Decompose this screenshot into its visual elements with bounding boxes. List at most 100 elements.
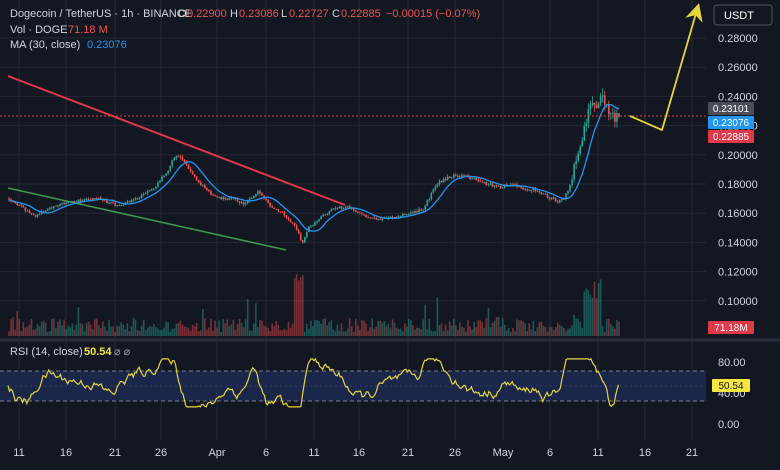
volume-bar [51,318,53,336]
volume-bar [259,319,261,336]
candle-body [546,194,549,199]
candle-body [567,190,569,194]
volume-bar [67,325,69,336]
svg-text:Vol · DOGE: Vol · DOGE [10,24,67,36]
time-tick-label: 16 [353,447,365,459]
candle-body [183,160,186,163]
candle-body [428,199,431,201]
candle-body [436,184,439,187]
candle-body [616,113,618,122]
volume-bar [55,328,57,336]
price-scale[interactable]: 0.280000.260000.240000.220000.200000.180… [718,33,758,308]
candle-body [108,203,110,204]
time-axis[interactable]: 11 16 21 26 Apr 6 11 16 21 26 May 6 11 16 21 [13,447,698,459]
svg-text:0.22900: 0.22900 [187,8,227,20]
volume-bar [81,324,84,336]
volume-bar [499,327,502,336]
projection-arrow[interactable] [629,3,703,132]
candle-body [432,189,435,193]
volume-bar [171,328,174,336]
volume-bar [408,318,410,336]
volume-bar [518,320,520,336]
volume-bar [567,328,569,336]
candle-body [257,191,259,195]
volume-bar [197,331,200,336]
downtrend-line[interactable] [7,75,346,206]
candle-body [583,125,586,141]
ohlc-values: O 0.22900 H 0.23086 L 0.22727 C 0.22885 … [178,8,480,20]
candle-body [204,184,206,189]
volume-bar [157,328,159,336]
candle-body [285,215,288,218]
volume-badge: 71.18M [708,321,754,334]
volume-bar [485,318,488,336]
candle-body [236,199,239,202]
volume-bar [328,321,331,336]
volume-bar [381,322,384,336]
time-tick-label: 6 [547,447,553,459]
candle-body [569,185,571,191]
candle-body [24,207,27,211]
volume-bar [452,318,455,336]
candle-body [314,222,316,226]
candle-body [481,181,484,183]
volume-bar [20,331,23,336]
candle-body [610,113,612,115]
candle-body [34,215,37,217]
candle-body [140,194,143,198]
volume-bar [397,329,400,336]
candle-body [179,156,182,158]
candle-body [197,180,200,183]
candle-body [348,206,351,208]
volume-bar [324,318,327,336]
volume-bar [491,322,494,336]
candle-body [520,186,522,188]
volume-bar [493,320,496,336]
candle-body [410,212,412,214]
svg-text:L: L [281,8,287,20]
volume-bar [548,326,551,336]
candle-body [265,198,267,200]
candle-body [253,195,255,199]
volume-bar [326,325,329,336]
support-trend-line[interactable] [7,187,287,251]
candle-body [38,214,41,215]
volume-bar [442,331,445,336]
volume-bar [544,326,547,336]
volume-bar [320,323,322,336]
volume-bar [552,329,555,336]
volume-bar [330,320,333,336]
volume-bar [591,297,594,336]
candle-body [16,203,18,206]
candle-body [28,210,31,214]
volume-bar [577,318,579,336]
candle-body [448,176,451,179]
candle-body [299,233,302,241]
volume-bar [618,321,620,336]
volume-bar [183,326,186,336]
volume-bar [140,325,143,336]
volume-bar [310,320,312,336]
volume-bar [428,318,431,336]
volume-bar [136,330,139,336]
candle-body [59,203,61,207]
rsi-value-badge: 50.54 [712,379,750,392]
candle-body [395,217,398,218]
candle-body [246,201,249,204]
volume-bar [450,325,453,336]
ma-legend: MA (30, close) 0.23076 [10,39,127,51]
volume-bar [91,329,94,336]
candle-body [295,225,298,231]
volume-bar [365,323,367,336]
candle-body [426,200,429,206]
candle-body [591,102,594,105]
price-tick-label: 0.16000 [718,208,758,220]
volume-bar [414,329,416,336]
currency-button[interactable]: USDT [713,4,773,26]
candle-body [371,217,373,219]
candle-body [534,188,537,192]
candle-body [199,182,202,186]
candle-body [100,197,102,200]
